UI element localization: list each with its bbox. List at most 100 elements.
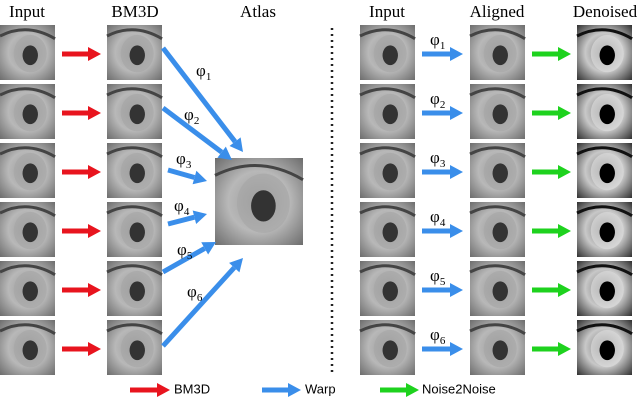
arrow-head [450, 224, 463, 238]
eye-image [359, 320, 416, 375]
pupil [492, 104, 508, 125]
eye-image [359, 143, 416, 198]
pupil [22, 222, 38, 243]
arrow-head [558, 283, 571, 297]
phi-symbol: φ [430, 148, 440, 167]
warp-label: φ6 [187, 282, 203, 304]
pupil [22, 281, 38, 302]
eyelid [359, 323, 416, 336]
header: Atlas [240, 2, 276, 21]
pupil [251, 190, 276, 222]
pupil [22, 104, 38, 125]
pupil [129, 104, 145, 125]
arrow [262, 383, 301, 397]
eye-image [106, 25, 163, 80]
arrow [532, 342, 571, 356]
eyelid [576, 205, 633, 218]
arrow-head [88, 224, 101, 238]
eye-image [469, 202, 526, 257]
arrow [62, 224, 101, 238]
eye-image [0, 25, 56, 80]
eyelid [106, 264, 163, 277]
arrow-head [88, 106, 101, 120]
arrow [422, 224, 463, 238]
arrow-head [192, 170, 207, 185]
warp-label: φ5 [430, 266, 446, 288]
arrow-shaft [161, 265, 237, 348]
phi-subscript: 2 [440, 99, 446, 111]
pupil [382, 163, 398, 184]
eye-image [469, 25, 526, 80]
pupil [492, 222, 508, 243]
phi-subscript: 3 [186, 159, 192, 171]
arrow-head [558, 47, 571, 61]
eye-image [359, 25, 416, 80]
eye-image [106, 202, 163, 257]
phi-subscript: 4 [440, 217, 446, 229]
phi-symbol: φ [174, 196, 184, 215]
pupil [382, 340, 398, 361]
warp-label: φ4 [174, 196, 190, 218]
eye-image [0, 84, 56, 139]
eyelid [359, 205, 416, 218]
arrow-head [192, 210, 207, 225]
arrow [422, 342, 463, 356]
eyelid [576, 28, 633, 41]
eyelid [106, 323, 163, 336]
eye-image [576, 143, 633, 198]
arrow [161, 106, 232, 160]
arrow-head [229, 258, 243, 273]
arrow-head [450, 106, 463, 120]
eyelid [214, 164, 304, 182]
arrow-head [88, 165, 101, 179]
warp-label: φ1 [430, 30, 445, 52]
eyelid [0, 87, 56, 100]
eye-image [576, 202, 633, 257]
phi-symbol: φ [187, 282, 197, 301]
eyelid [469, 205, 526, 218]
phi-symbol: φ [176, 149, 186, 168]
arrow [422, 47, 463, 61]
warp-label: φ2 [430, 89, 445, 111]
eye-image [0, 320, 56, 375]
arrow-shaft [167, 214, 196, 227]
eye-image [214, 158, 304, 245]
eyelid [0, 205, 56, 218]
eye-image [469, 261, 526, 316]
eyelid [576, 323, 633, 336]
header: BM3D [111, 2, 158, 21]
thumbnails [0, 25, 633, 375]
eyelid [469, 87, 526, 100]
pupil [129, 45, 145, 66]
phi-symbol: φ [177, 240, 187, 259]
arrow [161, 46, 243, 152]
eyelid [359, 146, 416, 159]
phi-subscript: 2 [194, 115, 200, 127]
arrow-head [406, 383, 419, 397]
eyelid [359, 87, 416, 100]
phi-symbol: φ [184, 105, 194, 124]
pupil [129, 222, 145, 243]
phi-symbol: φ [196, 61, 206, 80]
pupil [599, 340, 615, 361]
arrow [532, 224, 571, 238]
legend-label: Noise2Noise [422, 381, 496, 396]
arrow [62, 342, 101, 356]
phi-symbol: φ [430, 30, 440, 49]
eyelid [0, 264, 56, 277]
warp-label: φ2 [184, 105, 199, 127]
eyelid [106, 87, 163, 100]
arrow-shaft [161, 246, 206, 275]
arrow [380, 383, 419, 397]
header: Aligned [470, 2, 525, 21]
phi-subscript: 5 [440, 276, 446, 288]
arrow [161, 242, 216, 275]
pupil [492, 281, 508, 302]
eyelid [106, 28, 163, 41]
pupil [129, 340, 145, 361]
eyelid [106, 205, 163, 218]
phi-subscript: 6 [197, 292, 203, 304]
pupil [492, 340, 508, 361]
arrow-head [450, 47, 463, 61]
